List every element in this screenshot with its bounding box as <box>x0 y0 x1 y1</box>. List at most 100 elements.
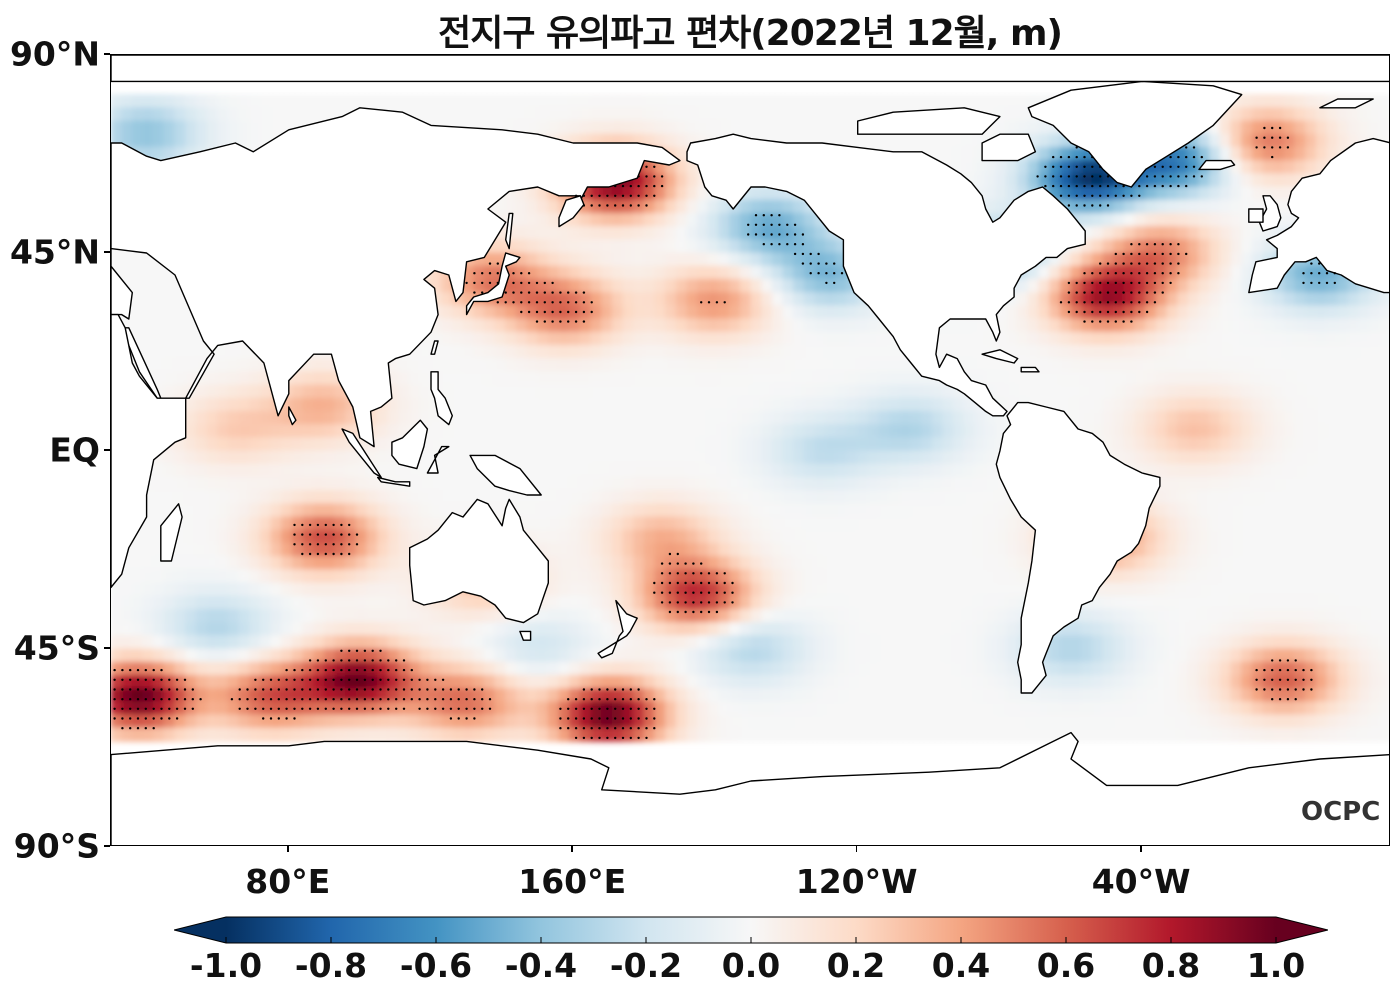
anomaly-cell <box>1081 173 1093 188</box>
anomaly-cell <box>451 463 464 478</box>
anomaly-cell <box>185 516 197 531</box>
anomaly-cell <box>601 344 613 360</box>
anomaly-cell <box>1326 358 1339 373</box>
anomaly-cell <box>195 569 208 584</box>
anomaly-cell <box>761 252 773 267</box>
anomaly-cell <box>526 186 539 201</box>
anomaly-cell <box>1347 595 1360 610</box>
anomaly-cell <box>1337 463 1349 478</box>
anomaly-cell <box>249 397 261 412</box>
anomaly-cell <box>1006 608 1019 624</box>
anomaly-cell <box>206 490 219 505</box>
anomaly-cell <box>174 595 187 610</box>
anomaly-cell <box>1059 160 1072 175</box>
anomaly-cell <box>846 569 859 584</box>
anomaly-cell <box>814 622 827 637</box>
anomaly-cell <box>793 120 805 135</box>
anomaly-cell <box>1155 582 1168 597</box>
anomaly-cell <box>217 397 229 412</box>
anomaly-cell <box>622 331 635 346</box>
anomaly-cell <box>739 107 752 122</box>
anomaly-cell <box>953 608 965 624</box>
anomaly-cell <box>1283 569 1296 584</box>
anomaly-cell <box>163 450 176 465</box>
anomaly-cell <box>313 437 325 452</box>
anomaly-cell <box>739 212 752 228</box>
anomaly-cell <box>707 410 720 426</box>
anomaly-cell <box>1230 490 1243 505</box>
anomaly-cell <box>803 582 816 597</box>
anomaly-cell <box>1134 318 1147 333</box>
anomaly-cell <box>302 437 315 452</box>
anomaly-cell <box>334 397 347 412</box>
anomaly-cell <box>814 582 827 597</box>
anomaly-cell <box>782 94 795 109</box>
anomaly-cell <box>1006 358 1019 373</box>
anomaly-cell <box>643 331 656 346</box>
anomaly-cell <box>1283 410 1296 426</box>
anomaly-cell <box>1027 160 1040 175</box>
anomaly-cell <box>1209 186 1221 201</box>
anomaly-cell <box>451 358 464 373</box>
anomaly-cell <box>313 450 325 465</box>
anomaly-cell <box>729 318 741 333</box>
anomaly-cell <box>846 133 859 148</box>
anomaly-cell <box>1262 305 1275 320</box>
anomaly-cell <box>867 463 880 478</box>
anomaly-cell <box>1198 476 1211 492</box>
anomaly-cell <box>1155 186 1168 201</box>
anomaly-cell <box>1273 450 1285 465</box>
anomaly-cell <box>1369 503 1381 518</box>
anomaly-cell <box>643 107 656 122</box>
anomaly-cell <box>803 133 816 148</box>
anomaly-cell <box>665 463 677 478</box>
anomaly-cell <box>1155 292 1168 307</box>
anomaly-cell <box>686 252 699 267</box>
anomaly-cell <box>377 424 389 439</box>
anomaly-cell <box>985 371 997 386</box>
anomaly-cell <box>1251 173 1264 188</box>
anomaly-cell <box>1006 107 1019 122</box>
anomaly-cell <box>1230 146 1243 162</box>
anomaly-cell <box>313 582 325 597</box>
anomaly-cell <box>547 278 560 294</box>
anomaly-cell <box>1315 516 1328 531</box>
anomaly-cell <box>121 608 133 624</box>
anomaly-cell <box>558 503 571 518</box>
anomaly-cell <box>473 595 485 610</box>
anomaly-cell <box>1198 424 1211 439</box>
anomaly-cell <box>985 490 997 505</box>
anomaly-cell <box>142 94 155 109</box>
anomaly-cell <box>771 384 784 399</box>
anomaly-cell <box>1177 305 1189 320</box>
anomaly-cell <box>611 133 624 148</box>
anomaly-cell <box>1379 542 1389 558</box>
anomaly-cell <box>1091 318 1104 333</box>
anomaly-cell <box>249 437 261 452</box>
anomaly-cell <box>1379 424 1389 439</box>
anomaly-cell <box>537 212 549 228</box>
anomaly-cell <box>1187 384 1200 399</box>
anomaly-cell <box>590 542 603 558</box>
anomaly-cell <box>558 622 571 637</box>
anomaly-cell <box>1369 384 1381 399</box>
anomaly-cell <box>195 410 208 426</box>
anomaly-cell <box>697 358 709 373</box>
anomaly-cell <box>1262 94 1275 109</box>
anomaly-cell <box>803 371 816 386</box>
anomaly-cell <box>494 318 507 333</box>
anomaly-cell <box>505 344 517 360</box>
anomaly-cell <box>217 424 229 439</box>
anomaly-cell <box>1379 529 1389 544</box>
anomaly-cell <box>654 199 667 214</box>
anomaly-cell <box>1198 318 1211 333</box>
anomaly-cell <box>302 397 315 412</box>
anomaly-cell <box>1017 186 1029 201</box>
anomaly-cell <box>611 450 624 465</box>
anomaly-cell <box>878 569 891 584</box>
anomaly-cell <box>1262 371 1275 386</box>
anomaly-cell <box>505 186 517 201</box>
anomaly-cell <box>825 331 837 346</box>
anomaly-cell <box>963 490 976 505</box>
anomaly-cell <box>121 252 133 267</box>
